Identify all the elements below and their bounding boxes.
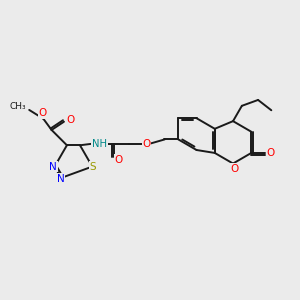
Text: O: O [38, 109, 46, 118]
Text: N: N [49, 162, 57, 172]
Text: S: S [90, 162, 96, 172]
Text: O: O [267, 148, 275, 158]
Text: O: O [115, 155, 123, 165]
Text: NH: NH [92, 139, 107, 149]
Text: CH₃: CH₃ [9, 103, 26, 112]
Text: O: O [230, 164, 238, 174]
Text: N: N [57, 173, 64, 184]
Text: O: O [142, 139, 151, 149]
Text: O: O [66, 115, 75, 125]
